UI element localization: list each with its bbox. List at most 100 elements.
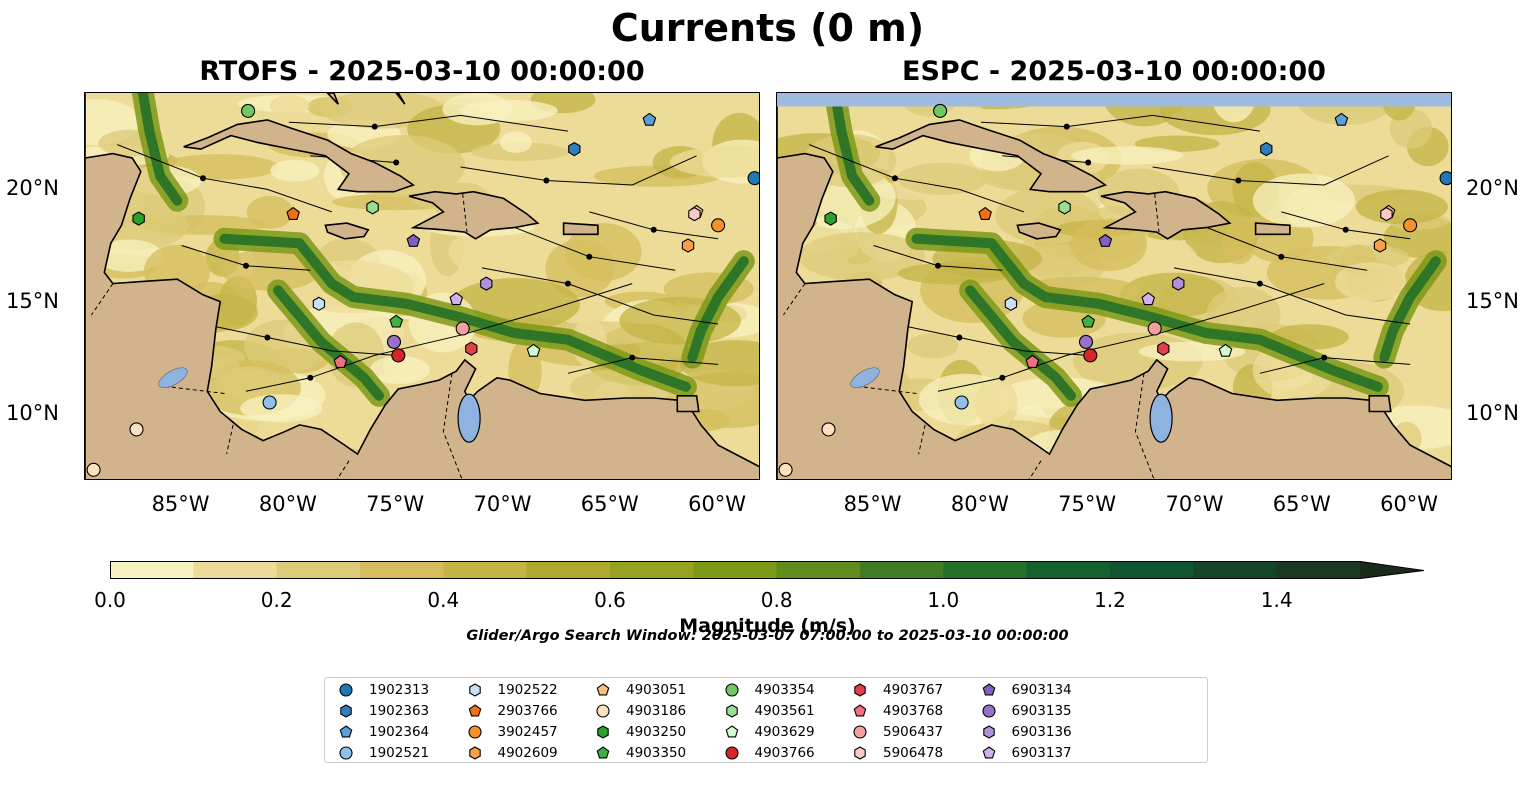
float-marker-4903350 — [1081, 314, 1096, 328]
colorbar-tick-label: 1.4 — [1260, 588, 1293, 612]
magnitude-colorbar — [110, 561, 1425, 579]
colorbar-tick-label: 0.4 — [427, 588, 460, 612]
legend-item: 6903134 — [980, 680, 1072, 700]
legend-item: 4902609 — [466, 743, 558, 763]
float-marker-4903629 — [526, 343, 541, 357]
float-marker-1902363 — [568, 141, 581, 157]
float-marker-5906437 — [455, 321, 470, 336]
float-marker-6903134 — [406, 233, 421, 247]
legend-item: 4903350 — [594, 743, 686, 763]
float-marker-4903186 — [129, 422, 144, 437]
legend-item: 4903051 — [594, 680, 686, 700]
legend-marker-icon — [597, 725, 609, 739]
legend-label: 1902363 — [369, 703, 430, 719]
lon-tick-label: 85°W — [151, 492, 210, 516]
legend-marker-icon — [339, 746, 353, 760]
float-marker-6903136 — [480, 276, 493, 291]
lon-tick-label: 75°W — [1058, 492, 1117, 516]
legend-item: 1902521 — [337, 743, 429, 763]
lon-tick-label: 80°W — [258, 492, 317, 516]
lat-tick-label: 15°N — [1466, 288, 1519, 313]
float-marker-2903766 — [286, 206, 300, 220]
float-marker-6903137 — [1141, 292, 1156, 306]
lon-tick-label: 70°W — [1165, 492, 1224, 516]
legend-item: 6903137 — [980, 743, 1072, 763]
lon-tick-label: 65°W — [580, 492, 639, 516]
espc-panel-title: ESPC - 2025-03-10 00:00:00 — [902, 56, 1326, 87]
legend-marker-icon — [982, 725, 995, 739]
legend-label: 4903186 — [626, 703, 687, 719]
legend-marker-icon — [468, 683, 481, 697]
legend-marker-icon — [339, 683, 353, 697]
legend-label: 6903134 — [1011, 682, 1072, 698]
legend-label: 4903051 — [626, 682, 687, 698]
float-marker-1902363 — [1260, 141, 1273, 157]
float-marker-4902609 — [681, 238, 695, 253]
float-marker-4903767 — [1157, 341, 1170, 356]
float-marker-4903768 — [333, 354, 348, 368]
lon-tick-label: 60°W — [1380, 492, 1439, 516]
legend-item: 6903136 — [980, 722, 1072, 742]
float-marker-6903134 — [1098, 233, 1113, 247]
legend-label: 4903250 — [626, 724, 687, 740]
lat-tick-label: 10°N — [1466, 400, 1519, 425]
colorbar-tick-label: 0.6 — [594, 588, 626, 612]
colorbar-label: Magnitude (m/s) — [679, 615, 856, 637]
legend-item: 4903629 — [723, 722, 815, 742]
legend-item: 4903250 — [594, 722, 686, 742]
lon-tick-label: 80°W — [950, 492, 1009, 516]
legend-item: 2903766 — [466, 701, 558, 721]
float-marker-1902521 — [954, 395, 969, 410]
float-marker-1902313 — [1439, 171, 1451, 186]
float-marker-4903186 — [821, 422, 836, 437]
float-marker-6903136 — [1172, 276, 1185, 291]
legend-marker-icon — [467, 725, 482, 739]
float-marker-3902457 — [1403, 218, 1418, 233]
legend-marker-icon — [724, 746, 739, 760]
legend-marker-icon — [468, 746, 481, 760]
lon-tick-label: 60°W — [688, 492, 747, 516]
float-marker-4903186 — [778, 462, 793, 477]
legend-label: 4903768 — [883, 703, 944, 719]
float-marker-4903768 — [1025, 354, 1040, 368]
legend-item: 5906437 — [851, 722, 943, 742]
legend-label: 2903766 — [497, 703, 558, 719]
float-marker-6903135 — [1078, 334, 1094, 349]
lat-tick-label: 20°N — [1466, 176, 1519, 201]
colorbar-tick-label: 1.2 — [1094, 588, 1126, 612]
colorbar-tick-label: 0.8 — [760, 588, 793, 612]
lon-tick-label: 65°W — [1272, 492, 1331, 516]
legend-item: 4903767 — [851, 680, 943, 700]
legend-marker-icon — [981, 704, 996, 718]
legend-item: 1902364 — [337, 722, 429, 742]
colorbar-tick-label: 1.0 — [927, 588, 960, 612]
figure-title: Currents (0 m) — [610, 6, 925, 50]
float-marker-5906478 — [688, 206, 701, 222]
legend-marker-icon — [854, 746, 866, 760]
legend-label: 4903350 — [626, 745, 687, 761]
float-marker-1902521 — [262, 395, 277, 410]
float-marker-4903186 — [86, 462, 101, 477]
legend-item: 1902363 — [337, 701, 429, 721]
lat-tick-label: 15°N — [6, 288, 59, 313]
lon-tick-label: 75°W — [366, 492, 425, 516]
espc-map-panel — [776, 92, 1452, 480]
lon-tick-label: 70°W — [473, 492, 532, 516]
float-marker-4903561 — [366, 200, 379, 215]
float-marker-4903250 — [824, 211, 837, 226]
legend-marker-icon — [725, 725, 738, 738]
rtofs-panel-title: RTOFS - 2025-03-10 00:00:00 — [199, 56, 645, 87]
legend-item: 1902522 — [466, 680, 558, 700]
rtofs-map-panel — [84, 92, 760, 480]
legend-label: 4903561 — [754, 703, 815, 719]
legend-marker-icon — [596, 746, 610, 759]
espc-map-canvas — [777, 93, 1451, 479]
float-marker-5906478 — [1380, 206, 1393, 222]
legend-label: 5906437 — [883, 724, 944, 740]
legend-item: 6903135 — [980, 701, 1072, 721]
float-marker-4903250 — [132, 211, 145, 226]
legend-marker-icon — [982, 746, 995, 759]
legend-marker-icon — [339, 725, 353, 738]
lat-tick-label: 10°N — [6, 400, 59, 425]
legend-item: 4903354 — [723, 680, 815, 700]
